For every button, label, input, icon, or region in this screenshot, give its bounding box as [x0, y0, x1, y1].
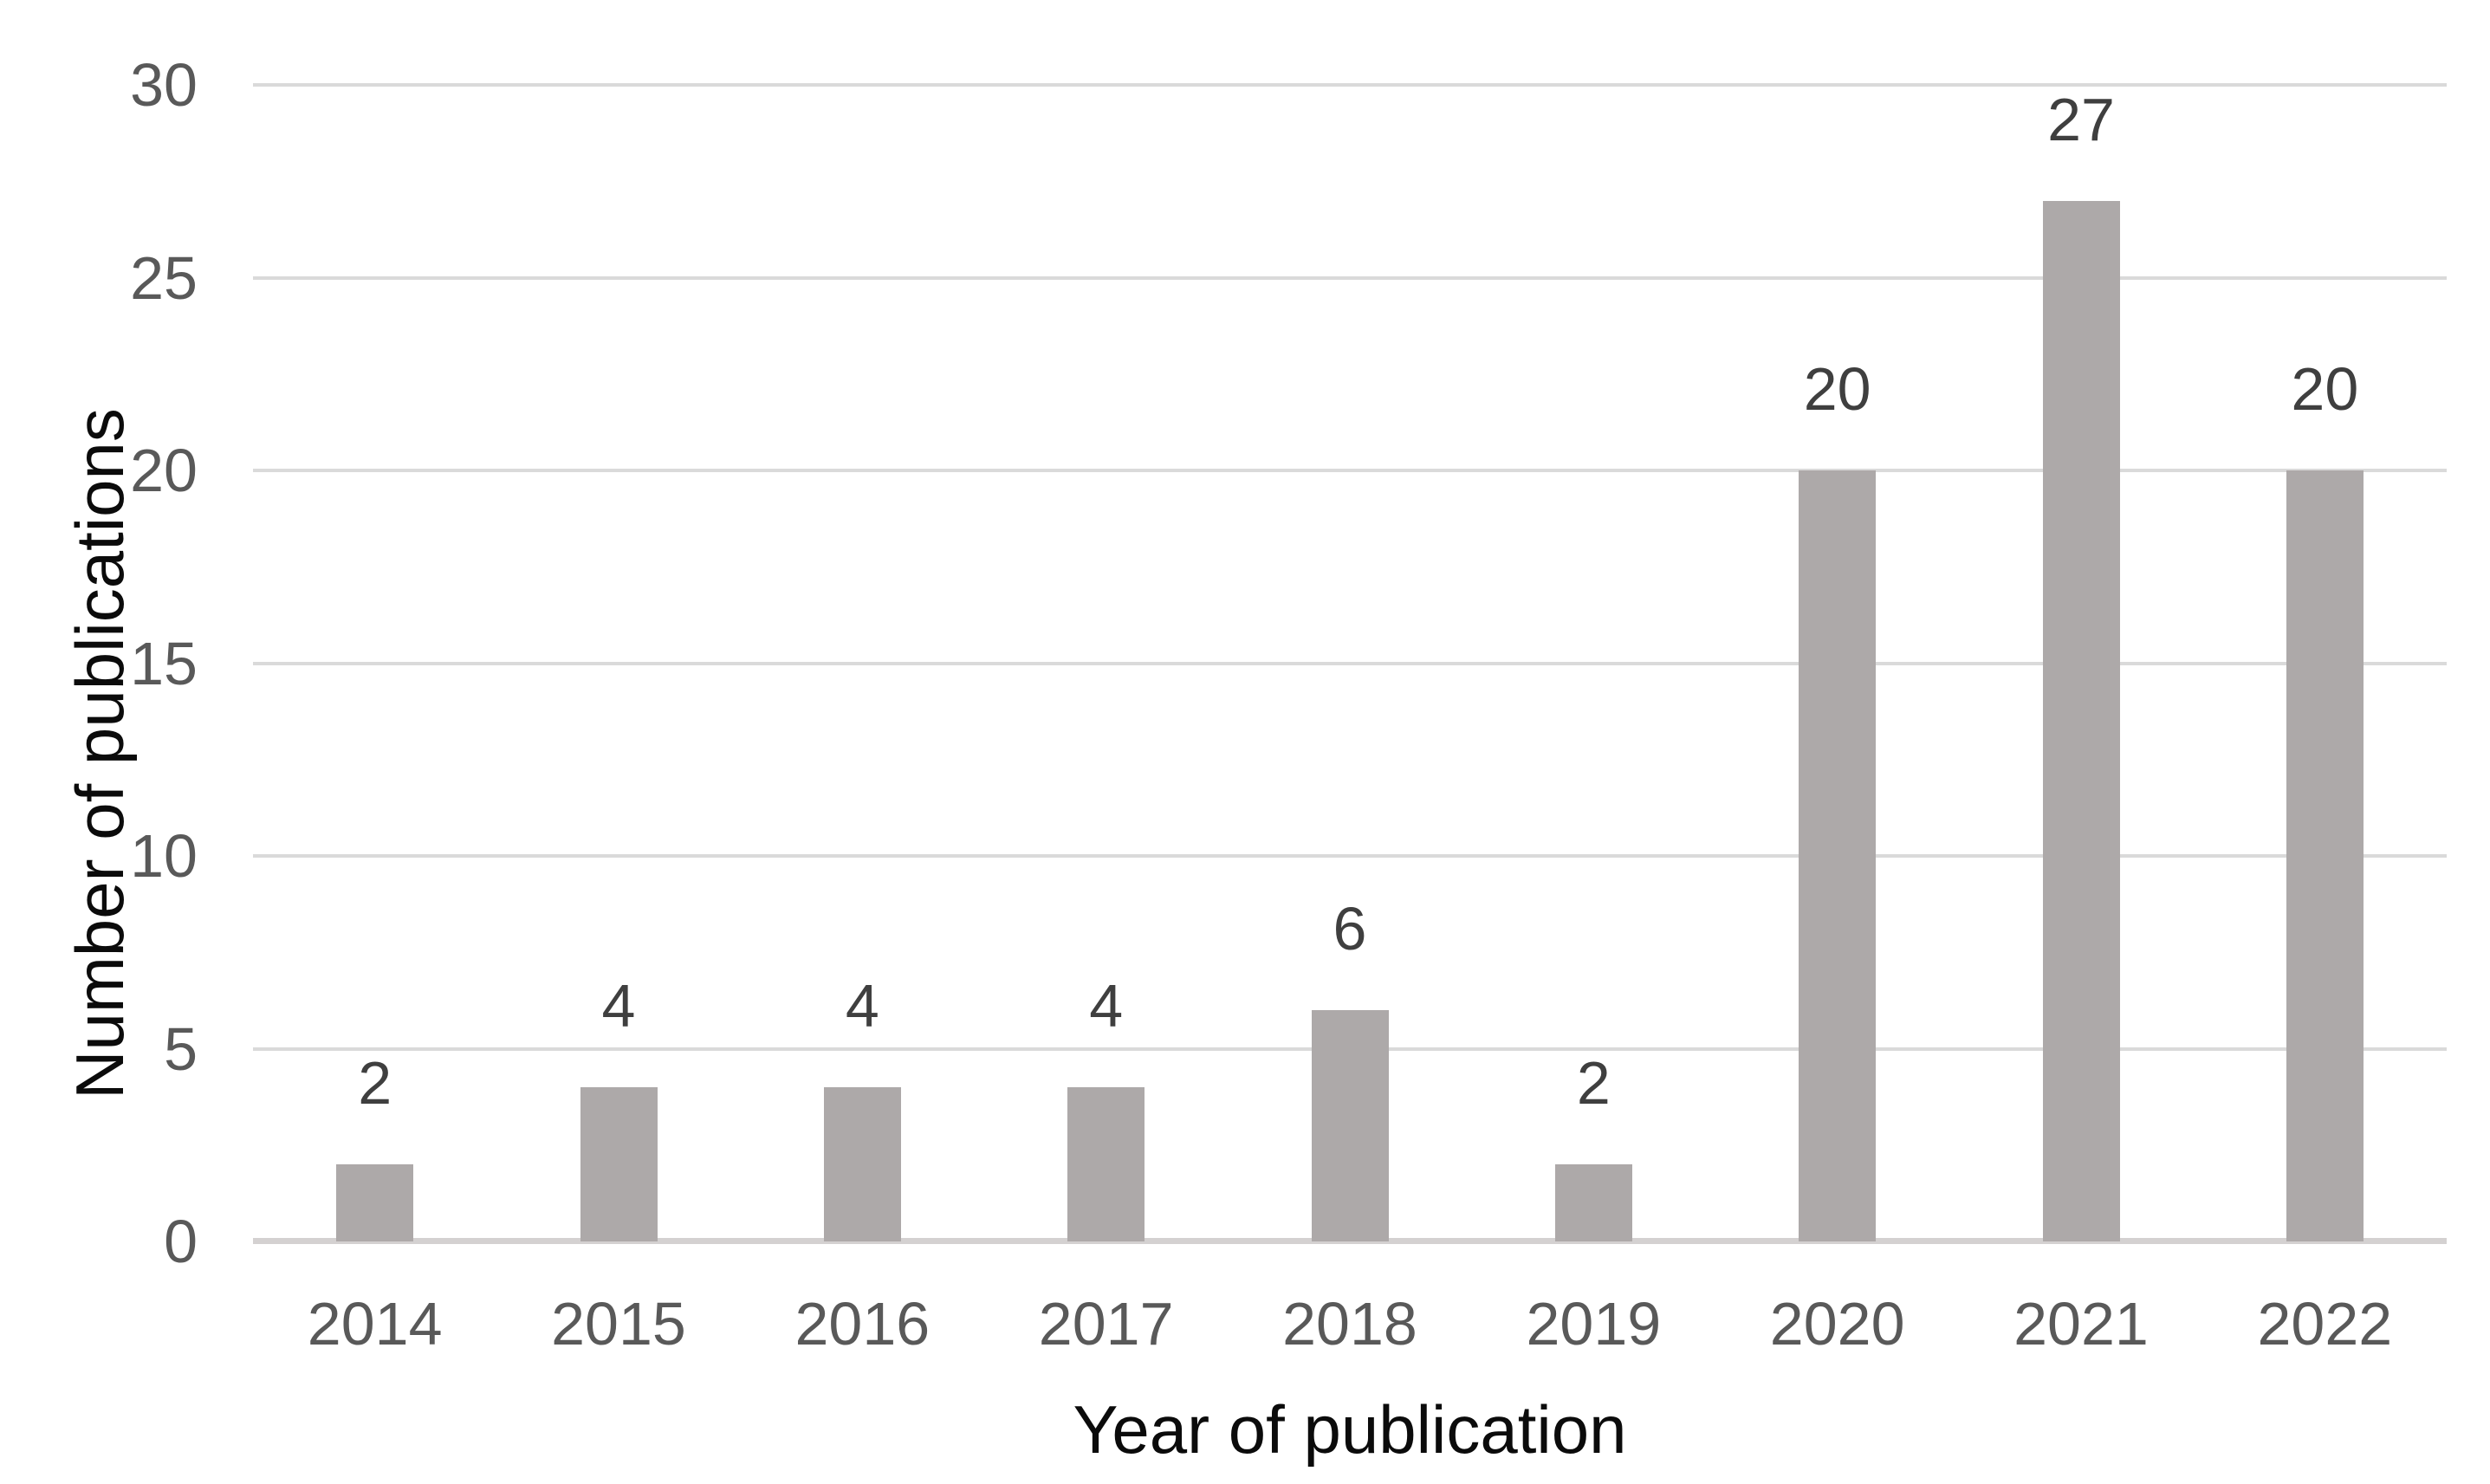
- x-tick-label: 2015: [551, 1290, 686, 1358]
- gridline: [253, 469, 2447, 472]
- x-tick-label: 2017: [1038, 1290, 1174, 1358]
- y-tick-label: 25: [130, 243, 198, 312]
- y-tick-label: 20: [130, 437, 198, 504]
- y-tick-label: 30: [130, 51, 198, 119]
- bar-value-label: 4: [845, 972, 879, 1040]
- bar-value-label: 6: [1333, 895, 1367, 962]
- bar-value-label: 2: [358, 1049, 392, 1117]
- gridline: [253, 661, 2447, 665]
- x-tick-label: 2014: [307, 1290, 443, 1358]
- y-tick-label: 10: [130, 822, 198, 890]
- x-tick-label: 2018: [1282, 1290, 1417, 1358]
- x-tick-label: 2020: [1769, 1290, 1905, 1358]
- bar: [336, 1164, 414, 1241]
- bar-value-label: 20: [1803, 355, 1871, 423]
- y-tick-label: 15: [130, 629, 198, 697]
- bar: [580, 1087, 658, 1241]
- y-tick-label: 0: [164, 1208, 198, 1275]
- bar: [1311, 1010, 1389, 1241]
- bar-value-label: 20: [2291, 355, 2359, 423]
- bar: [2042, 200, 2120, 1241]
- bar-value-label: 27: [2047, 85, 2115, 153]
- x-tick-label: 2019: [1526, 1290, 1662, 1358]
- gridline: [253, 275, 2447, 280]
- gridline: [253, 83, 2447, 87]
- x-tick-label: 2016: [794, 1290, 931, 1358]
- bar: [1067, 1087, 1145, 1241]
- bar: [823, 1087, 901, 1241]
- bar-value-label: 4: [601, 972, 636, 1040]
- x-tick-label: 2022: [2257, 1290, 2393, 1358]
- bar: [2286, 470, 2364, 1241]
- y-axis-title: Number of publications: [62, 408, 138, 1099]
- y-tick-label: 5: [164, 1014, 198, 1083]
- gridline: [253, 854, 2447, 858]
- bar-value-label: 4: [1089, 972, 1124, 1040]
- x-axis-title: Year of publication: [1073, 1391, 1627, 1468]
- plot-area: 2 4 4 4 6 2 20 27 20: [253, 83, 2447, 1244]
- bar: [1799, 470, 1877, 1241]
- bar: [1554, 1164, 1632, 1241]
- x-tick-label: 2021: [2013, 1290, 2149, 1358]
- bar-value-label: 2: [1576, 1049, 1611, 1117]
